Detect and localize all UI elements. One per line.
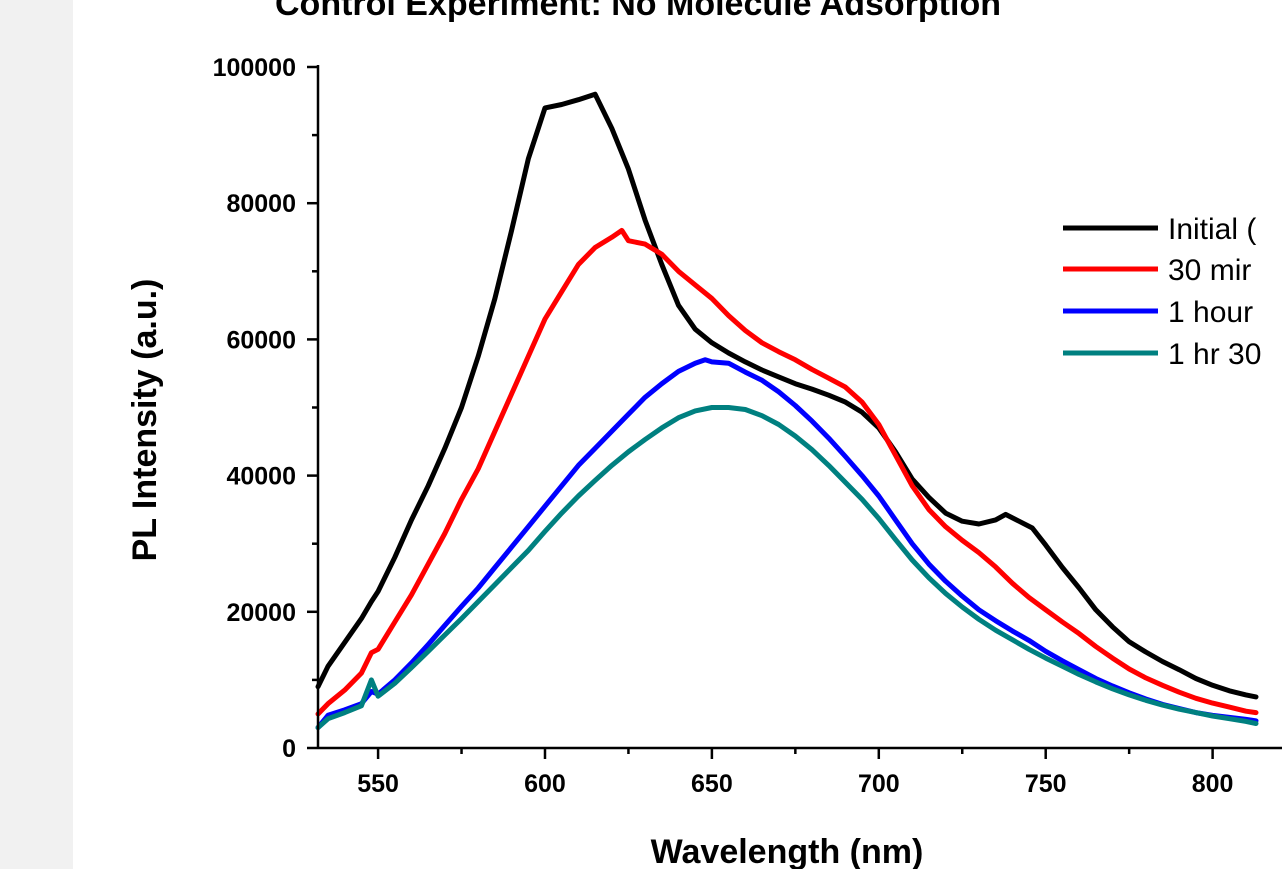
series-line-4 bbox=[315, 405, 1259, 731]
chart-title: Control Experiment: No Molecule Adsorpti… bbox=[275, 0, 1001, 23]
legend-label-3: 1 hour bbox=[1168, 296, 1253, 329]
side-panel bbox=[0, 0, 73, 869]
x-tick-label: 750 bbox=[1025, 770, 1067, 798]
y-tick-label: 60000 bbox=[226, 326, 296, 354]
y-tick-label: 40000 bbox=[226, 463, 296, 491]
y-axis-title: PL Intensity (a.u.) bbox=[126, 279, 164, 562]
series-line-3 bbox=[315, 357, 1259, 731]
y-tick-label: 0 bbox=[282, 735, 296, 763]
y-tick-label: 20000 bbox=[226, 599, 296, 627]
series-layer bbox=[315, 91, 1259, 731]
legend-label-1: Initial ( bbox=[1168, 213, 1256, 246]
y-tick-label: 80000 bbox=[226, 190, 296, 218]
x-tick-label: 650 bbox=[691, 770, 733, 798]
legend: Initial ( 30 mir 1 hour 1 hr 30 bbox=[1063, 213, 1261, 371]
legend-label-4: 1 hr 30 bbox=[1168, 338, 1261, 371]
x-tick-label: 800 bbox=[1192, 770, 1234, 798]
axes-layer: 550 600 650 700 750 800 0 20000 40000 60000 80000 1… bbox=[213, 54, 1282, 798]
y-tick-label: 100000 bbox=[213, 54, 296, 82]
legend-label-2: 30 mir bbox=[1168, 254, 1251, 287]
x-tick-label: 550 bbox=[357, 770, 399, 798]
series-line-2 bbox=[315, 227, 1259, 717]
x-tick-label: 600 bbox=[524, 770, 566, 798]
x-tick-label: 700 bbox=[858, 770, 900, 798]
series-line-1 bbox=[315, 91, 1259, 700]
x-axis-title: Wavelength (nm) bbox=[651, 833, 924, 869]
